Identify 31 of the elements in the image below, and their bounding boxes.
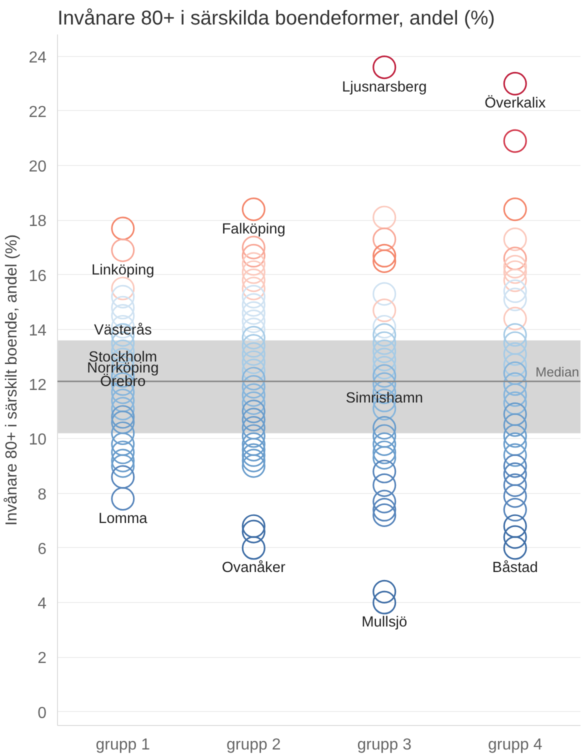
annotation: Simrishamn [346, 390, 424, 407]
x-tick-label: grupp 1 [96, 736, 150, 754]
ref-line-label: Median [535, 364, 580, 380]
y-tick-label: 16 [28, 268, 47, 285]
annotation: Båstad [492, 560, 538, 576]
x-tick-label: grupp 2 [226, 736, 281, 754]
y-tick-label: 10 [28, 432, 47, 449]
x-tick-label: grupp 3 [357, 736, 412, 754]
annotation: Falköping [222, 221, 286, 238]
annotation: Lomma [98, 510, 148, 527]
y-tick-label: 0 [38, 704, 47, 722]
annotation: Örebro [100, 373, 146, 390]
y-tick-label: 4 [38, 596, 47, 613]
annotation: Ovanåker [222, 560, 286, 576]
y-tick-label: 8 [38, 486, 47, 504]
chart-title: Invånare 80+ i särskilda boendeformer, andel (%) [58, 8, 495, 30]
x-tick-label: grupp 4 [488, 736, 542, 754]
y-tick-label: 12 [28, 377, 47, 394]
y-tick-label: 18 [28, 213, 47, 230]
annotation: Ljusnarsberg [342, 79, 427, 96]
annotation: Linköping [92, 262, 154, 278]
y-axis-title: Invånare 80+ i särskilt boende, andel (%) [4, 234, 21, 526]
y-tick-label: 2 [38, 650, 47, 668]
annotation: Mullsjö [362, 614, 408, 631]
y-tick-label: 20 [28, 158, 47, 176]
annotation: Västerås [94, 322, 152, 338]
y-tick-label: 6 [38, 540, 47, 558]
y-tick-label: 22 [28, 104, 47, 121]
y-tick-label: 14 [28, 322, 47, 340]
annotation: Överkalix [484, 94, 546, 112]
y-tick-label: 24 [28, 49, 47, 66]
